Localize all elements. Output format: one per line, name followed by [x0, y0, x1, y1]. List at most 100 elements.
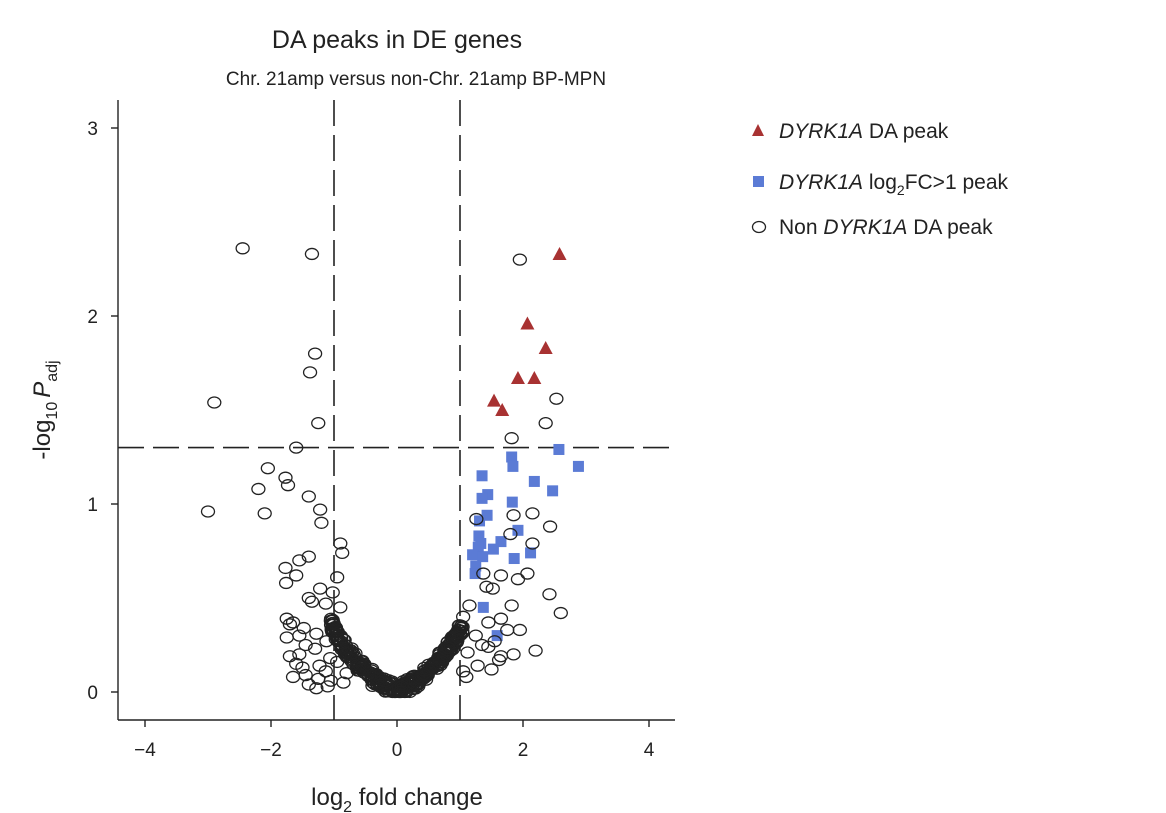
dyrk1a-log2fc-peak-point — [481, 509, 493, 521]
non-dyrk1a-da-peak-point — [493, 569, 509, 582]
non-dyrk1a-da-peak-point — [500, 623, 515, 637]
non-dyrk1a-background-point — [373, 678, 388, 691]
non-dyrk1a-da-peak-point — [320, 680, 335, 693]
non-dyrk1a-da-peak-point — [542, 588, 557, 601]
non-dyrk1a-da-peak-point — [260, 462, 276, 475]
legend-entry-3-text: DA peak — [907, 216, 993, 239]
non-dyrk1a-da-peak-point — [542, 520, 558, 533]
non-dyrk1a-background-point — [425, 660, 441, 673]
non-dyrk1a-da-peak-point — [301, 490, 316, 503]
non-dyrk1a-da-peak-point — [485, 582, 500, 595]
non-dyrk1a-da-peak-point — [481, 640, 496, 654]
non-dyrk1a-da-peak-point — [301, 550, 316, 563]
non-dyrk1a-da-peak-point — [462, 599, 477, 612]
y-axis-label-main: -log — [29, 420, 56, 460]
non-dyrk1a-da-peak-point — [298, 668, 313, 682]
non-dyrk1a-da-peak-point — [292, 648, 307, 661]
legend-entry-1-text: DA peak — [863, 120, 949, 143]
chart-title: DA peaks in DE genes — [272, 26, 522, 54]
non-dyrk1a-da-peak-point — [553, 606, 568, 620]
non-dyrk1a-da-peak-point — [301, 678, 316, 691]
non-dyrk1a-da-peak-point — [333, 601, 348, 614]
y-tick-label: 2 — [87, 307, 98, 328]
y-axis-label-italic: P — [29, 382, 56, 398]
y-axis-label-sub: 10 — [44, 402, 61, 420]
non-dyrk1a-background-point — [408, 675, 424, 688]
legend-entry-2-gene: DYRK1A — [779, 171, 863, 194]
non-dyrk1a-da-peak-point — [285, 670, 301, 684]
non-dyrk1a-da-peak-point — [512, 253, 527, 266]
dyrk1a-log2fc-peak-point — [547, 485, 559, 497]
non-dyrk1a-background-point — [392, 685, 408, 699]
non-dyrk1a-da-peak-point — [470, 659, 485, 672]
dyrk1a-log2fc-peak-point — [507, 460, 519, 472]
non-dyrk1a-da-peak-point — [289, 569, 304, 582]
x-axis-label-tail: fold change — [352, 784, 483, 811]
x-axis-label: log2 fold change — [311, 784, 483, 813]
non-dyrk1a-da-peak-point — [325, 586, 340, 599]
non-dyrk1a-da-peak-point — [329, 571, 345, 584]
dyrk1a-log2fc-peak-point — [472, 541, 484, 553]
non-dyrk1a-da-peak-point — [525, 507, 540, 520]
legend-marker-triangle — [752, 124, 764, 136]
dyrk1a-log2fc-peak-point — [476, 470, 488, 482]
non-dyrk1a-da-peak-point — [314, 516, 329, 529]
non-dyrk1a-da-peak-point — [329, 655, 345, 669]
dyrk1a-log2fc-peak-point — [572, 460, 584, 472]
non-dyrk1a-da-peak-point — [503, 527, 518, 541]
non-dyrk1a-da-peak-point — [307, 642, 323, 655]
dyrk1a-log2fc-peak-point — [495, 536, 507, 548]
dyrk1a-da-peak-point — [520, 316, 535, 330]
dyrk1a-log2fc-peak-point — [525, 547, 537, 559]
non-dyrk1a-background-point — [439, 648, 454, 662]
y-tick-label: 3 — [87, 119, 98, 140]
legend-entry-2-post: FC>1 peak — [905, 171, 1009, 194]
non-dyrk1a-da-peak-point — [476, 567, 491, 580]
non-dyrk1a-da-peak-point — [469, 512, 484, 526]
non-dyrk1a-da-peak-point — [491, 653, 507, 667]
dyrk1a-log2fc-peak-point — [528, 475, 540, 487]
legend-marker-square — [753, 176, 764, 187]
axis-ticks: −4 −2 0 2 4 0 1 2 3 — [87, 119, 654, 761]
non-dyrk1a-da-peak-point — [278, 561, 293, 575]
non-dyrk1a-da-peak-point — [549, 392, 564, 405]
legend-entry-2-pre: log — [863, 171, 897, 194]
non-dyrk1a-da-peak-point — [251, 482, 266, 496]
x-tick-label: 4 — [644, 740, 655, 761]
non-dyrk1a-background-point — [412, 672, 427, 685]
x-tick-label: 2 — [518, 740, 529, 761]
non-dyrk1a-background-point — [346, 657, 361, 671]
y-axis-label-sub2: adj — [44, 360, 61, 381]
dyrk1a-log2fc-peak-point — [487, 543, 499, 555]
dyrk1a-da-peak-point — [487, 393, 502, 407]
non-dyrk1a-da-peak-point — [454, 620, 469, 633]
dyrk1a-log2fc-peak-point — [467, 549, 479, 561]
threshold-lines — [118, 100, 675, 720]
non-dyrk1a-da-peak-point — [278, 471, 293, 484]
non-dyrk1a-da-peak-point — [336, 676, 351, 689]
non-dyrk1a-da-peak-point — [335, 546, 350, 560]
non-dyrk1a-da-peak-point — [336, 633, 351, 646]
non-dyrk1a-da-peak-point — [504, 432, 519, 445]
non-dyrk1a-background-point — [416, 667, 431, 681]
non-dyrk1a-da-peak-point — [302, 366, 318, 379]
non-dyrk1a-da-peak-point — [298, 638, 313, 652]
non-dyrk1a-da-peak-point — [279, 631, 294, 644]
non-dyrk1a-da-peak-point — [301, 591, 316, 605]
non-dyrk1a-da-peak-point — [493, 612, 509, 625]
non-dyrk1a-da-peak-point — [504, 599, 519, 612]
non-dyrk1a-da-peak-point — [333, 537, 348, 550]
non-dyrk1a-background-point — [447, 628, 462, 641]
non-dyrk1a-da-peak-point — [525, 537, 540, 550]
dyrk1a-log2fc-peak-point — [506, 451, 518, 463]
non-dyrk1a-background-point — [450, 634, 465, 647]
non-dyrk1a-background-point — [325, 613, 340, 627]
non-dyrk1a-da-peak-point — [289, 441, 304, 454]
dyrk1a-da-peak-point — [527, 371, 542, 385]
axes — [117, 100, 675, 721]
dyrk1a-log2fc-peak-point — [474, 515, 486, 527]
non-dyrk1a-da-peak-point — [319, 635, 334, 648]
non-dyrk1a-da-peak-point — [312, 582, 328, 595]
non-dyrk1a-da-peak-point — [285, 616, 301, 629]
